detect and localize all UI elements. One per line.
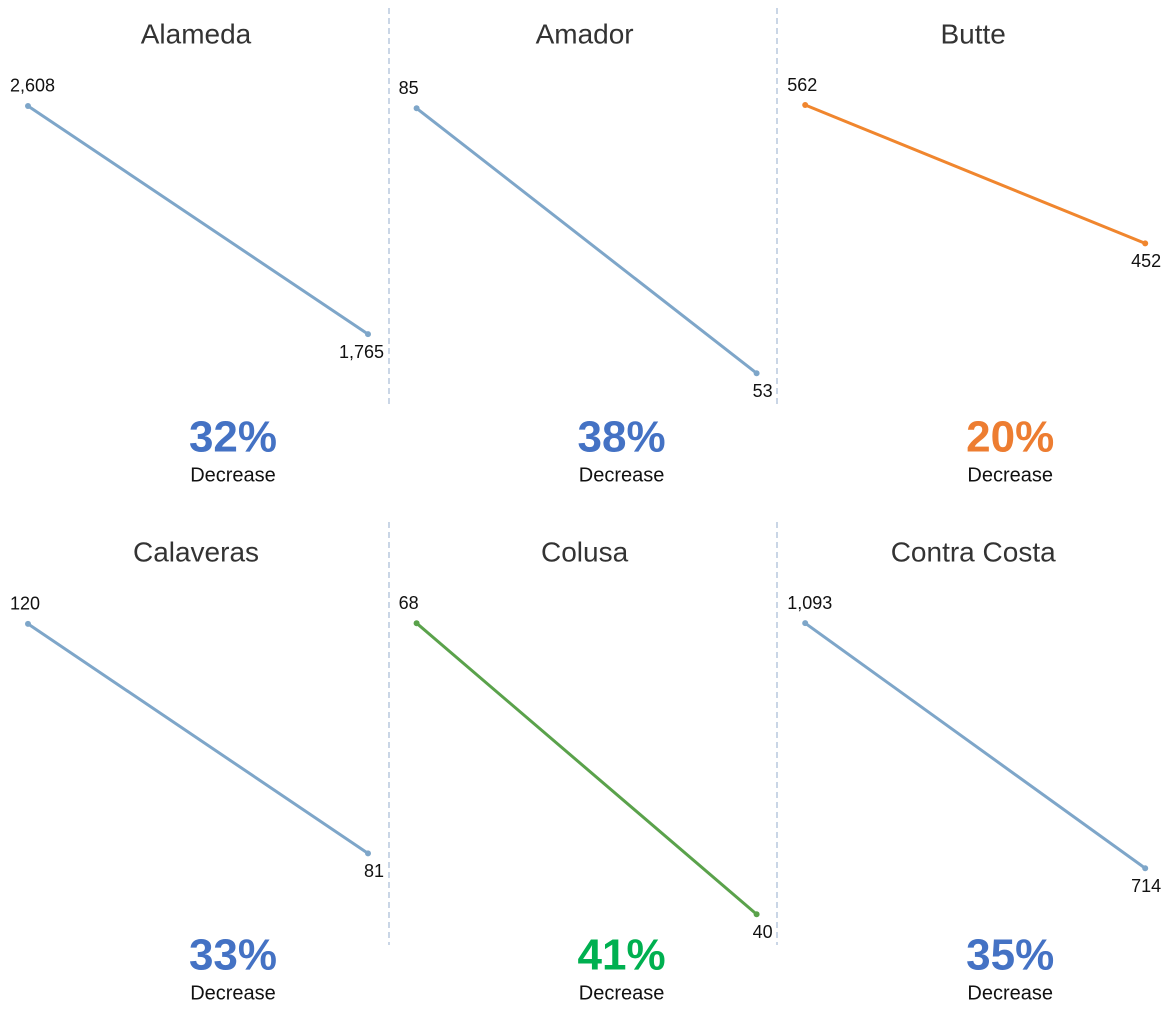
- value-label: 2,608: [10, 76, 55, 96]
- point: [413, 105, 420, 112]
- change-text: Decrease: [967, 464, 1053, 486]
- line: [804, 103, 1146, 245]
- line: [27, 622, 369, 855]
- panel-title: Contra Costa: [891, 536, 1056, 567]
- change-percent: 33%: [189, 931, 277, 980]
- value-label: 120: [10, 594, 40, 614]
- value-label: 53: [753, 381, 773, 401]
- value-label: 452: [1131, 251, 1161, 271]
- point: [365, 850, 371, 857]
- value-label: 1,765: [339, 342, 384, 362]
- point: [753, 370, 760, 377]
- change-percent: 41%: [578, 931, 666, 980]
- change-text: Decrease: [579, 464, 665, 486]
- panel-title: Alameda: [141, 18, 252, 49]
- line: [415, 622, 758, 916]
- line: [27, 104, 369, 336]
- change-percent: 35%: [966, 931, 1054, 980]
- change-percent: 32%: [189, 413, 277, 462]
- value-label: 68: [399, 593, 419, 613]
- change-text: Decrease: [190, 982, 276, 1004]
- value-label: 40: [753, 922, 773, 942]
- point: [1142, 240, 1149, 247]
- panel-title: Butte: [941, 18, 1006, 49]
- line: [415, 107, 758, 375]
- point: [802, 620, 809, 627]
- value-label: 714: [1131, 876, 1161, 896]
- panel-title: Amador: [536, 18, 634, 49]
- point: [25, 102, 31, 109]
- point: [365, 331, 371, 338]
- change-percent: 38%: [578, 413, 666, 462]
- point: [413, 620, 420, 627]
- point: [25, 620, 31, 627]
- point: [802, 102, 809, 109]
- change-text: Decrease: [190, 464, 276, 486]
- line: [804, 621, 1147, 870]
- change-percent: 20%: [966, 413, 1054, 462]
- value-label: 81: [364, 861, 384, 881]
- point: [1142, 865, 1149, 872]
- value-label: 562: [787, 75, 817, 95]
- value-label: 1,093: [787, 593, 832, 613]
- point: [753, 911, 760, 918]
- change-text: Decrease: [967, 982, 1053, 1004]
- panel-title: Calaveras: [133, 536, 259, 567]
- panel-title: Colusa: [541, 536, 629, 567]
- value-label: 85: [399, 78, 419, 98]
- change-text: Decrease: [579, 982, 665, 1004]
